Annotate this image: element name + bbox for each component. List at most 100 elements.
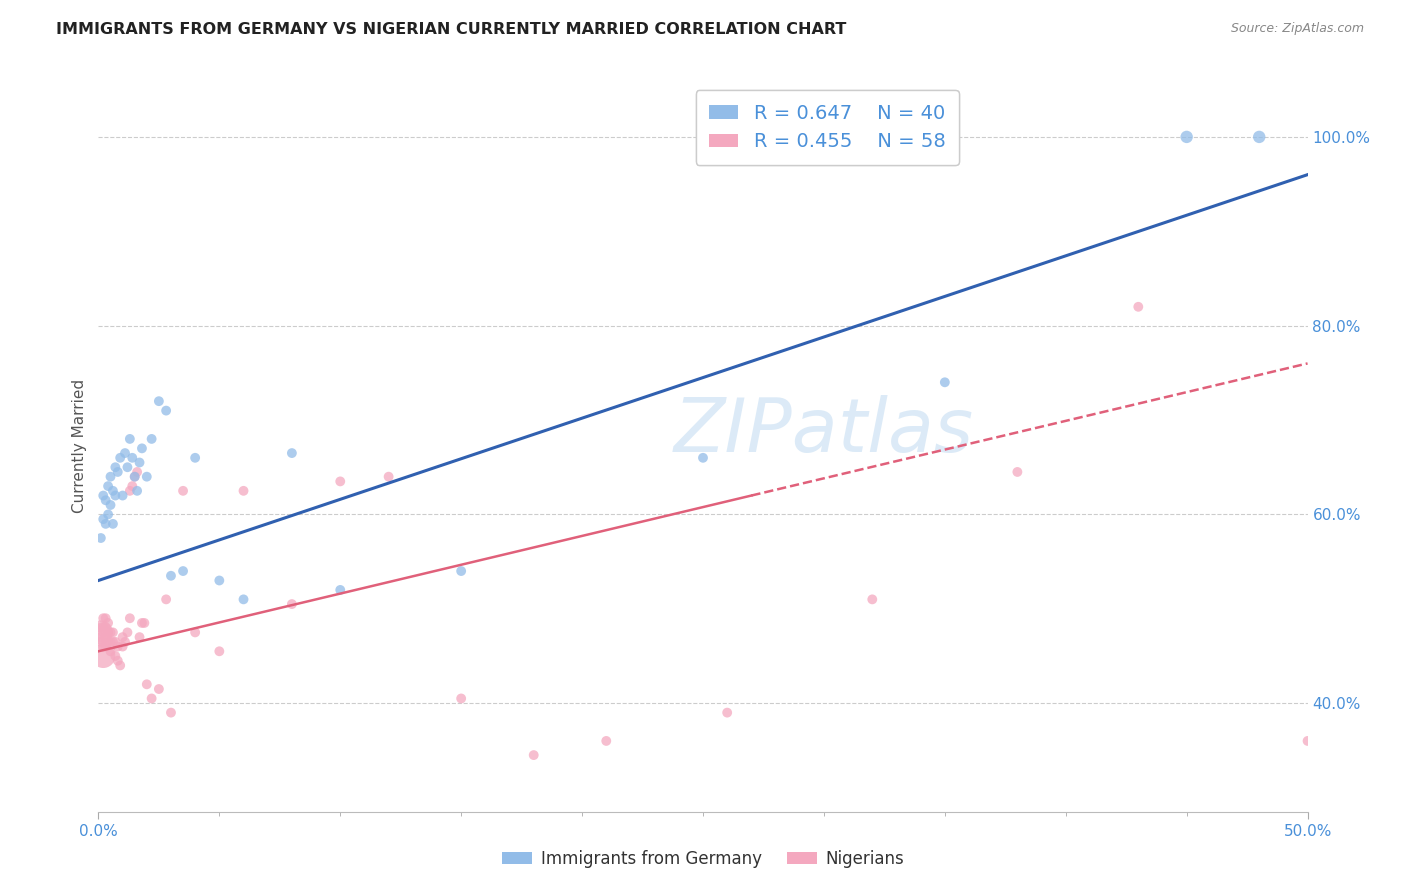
Point <box>184 450 207 465</box>
Point <box>121 479 143 493</box>
Point <box>160 706 183 720</box>
Point <box>450 691 472 706</box>
Legend: R = 0.647    N = 40, R = 0.455    N = 58: R = 0.647 N = 40, R = 0.455 N = 58 <box>696 90 959 165</box>
Point <box>148 681 170 696</box>
Text: IMMIGRANTS FROM GERMANY VS NIGERIAN CURRENTLY MARRIED CORRELATION CHART: IMMIGRANTS FROM GERMANY VS NIGERIAN CURR… <box>56 22 846 37</box>
Point <box>100 469 122 483</box>
Point <box>104 460 127 475</box>
Point <box>450 564 472 578</box>
Point <box>1128 300 1150 314</box>
Point <box>111 489 134 503</box>
Text: ZIPatlas: ZIPatlas <box>673 395 974 467</box>
Point <box>523 748 546 763</box>
Point <box>134 615 156 630</box>
Point <box>108 658 131 673</box>
Point <box>131 615 153 630</box>
Point <box>97 625 120 640</box>
Point <box>118 432 141 446</box>
Point <box>141 691 163 706</box>
Point <box>135 677 157 691</box>
Point <box>141 432 163 446</box>
Point <box>595 734 617 748</box>
Point <box>135 469 157 483</box>
Point <box>329 582 352 597</box>
Point <box>172 564 194 578</box>
Point <box>94 640 117 654</box>
Point <box>90 630 112 644</box>
Point <box>91 611 114 625</box>
Point <box>94 630 117 644</box>
Point <box>117 460 139 475</box>
Point <box>100 635 122 649</box>
Point <box>101 625 124 640</box>
Legend: Immigrants from Germany, Nigerians: Immigrants from Germany, Nigerians <box>496 844 910 875</box>
Point <box>208 574 231 588</box>
Point <box>1175 129 1198 144</box>
Point <box>90 621 112 635</box>
Point <box>107 465 129 479</box>
Point <box>117 625 139 640</box>
Point <box>107 654 129 668</box>
Point <box>104 489 127 503</box>
Point <box>155 403 177 417</box>
Point <box>108 450 131 465</box>
Point <box>1296 734 1319 748</box>
Point <box>91 640 114 654</box>
Point <box>97 615 120 630</box>
Point <box>111 630 134 644</box>
Point <box>104 635 127 649</box>
Point <box>97 479 120 493</box>
Point <box>329 475 352 489</box>
Point <box>128 456 150 470</box>
Point <box>1249 129 1271 144</box>
Point <box>692 450 714 465</box>
Point <box>160 568 183 582</box>
Point <box>127 483 149 498</box>
Text: Source: ZipAtlas.com: Source: ZipAtlas.com <box>1230 22 1364 36</box>
Point <box>90 635 112 649</box>
Point <box>94 611 117 625</box>
Point <box>94 493 117 508</box>
Point <box>155 592 177 607</box>
Point <box>100 625 122 640</box>
Point <box>114 446 136 460</box>
Point <box>232 483 254 498</box>
Point <box>91 489 114 503</box>
Point <box>94 516 117 531</box>
Point <box>232 592 254 607</box>
Point <box>148 394 170 409</box>
Point <box>97 508 120 522</box>
Point <box>128 630 150 644</box>
Point <box>281 597 304 611</box>
Point <box>121 450 143 465</box>
Point <box>118 611 141 625</box>
Point <box>100 498 122 512</box>
Point <box>101 483 124 498</box>
Point <box>91 648 114 663</box>
Point <box>934 376 956 390</box>
Point <box>124 469 146 483</box>
Point <box>100 644 122 658</box>
Point <box>91 621 114 635</box>
Point <box>124 469 146 483</box>
Point <box>97 635 120 649</box>
Point <box>101 635 124 649</box>
Point <box>860 592 883 607</box>
Point <box>90 625 112 640</box>
Point <box>91 512 114 526</box>
Y-axis label: Currently Married: Currently Married <box>72 379 87 513</box>
Point <box>118 483 141 498</box>
Point <box>184 625 207 640</box>
Point <box>107 640 129 654</box>
Point <box>101 516 124 531</box>
Point <box>131 442 153 456</box>
Point <box>90 531 112 545</box>
Point <box>1007 465 1029 479</box>
Point <box>114 635 136 649</box>
Point <box>111 640 134 654</box>
Point <box>104 648 127 663</box>
Point <box>127 465 149 479</box>
Point <box>208 644 231 658</box>
Point <box>716 706 738 720</box>
Point <box>281 446 304 460</box>
